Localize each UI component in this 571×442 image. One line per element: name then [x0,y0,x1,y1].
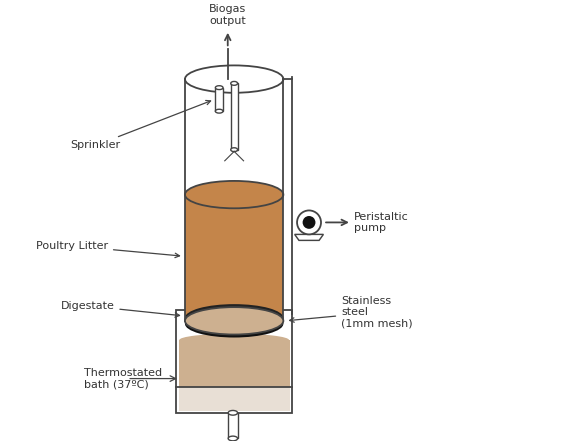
Polygon shape [185,318,283,324]
Text: Peristaltic
pump: Peristaltic pump [354,212,409,233]
Ellipse shape [185,304,283,332]
Polygon shape [186,321,283,324]
Polygon shape [215,88,223,111]
Ellipse shape [185,304,283,332]
Ellipse shape [185,307,283,335]
Ellipse shape [215,86,223,90]
Ellipse shape [228,411,238,415]
Ellipse shape [185,310,283,338]
Text: Stainless
steel
(1mm mesh): Stainless steel (1mm mesh) [289,296,413,329]
Text: Digestate: Digestate [61,301,179,317]
Ellipse shape [179,334,289,347]
Polygon shape [179,387,289,411]
Circle shape [303,216,315,229]
Text: Poultry Litter: Poultry Litter [36,241,179,258]
Ellipse shape [215,109,223,113]
Circle shape [297,210,321,234]
Polygon shape [295,234,323,240]
Text: Sprinkler: Sprinkler [71,100,211,150]
Polygon shape [228,413,238,438]
Polygon shape [231,84,238,150]
Ellipse shape [228,436,238,441]
Text: Biogas
output: Biogas output [209,4,246,26]
Ellipse shape [231,148,238,152]
Ellipse shape [185,181,283,208]
Text: Thermostated
bath (37ºC): Thermostated bath (37ºC) [85,368,163,389]
Polygon shape [186,194,283,318]
Polygon shape [179,340,289,411]
Ellipse shape [231,81,238,85]
